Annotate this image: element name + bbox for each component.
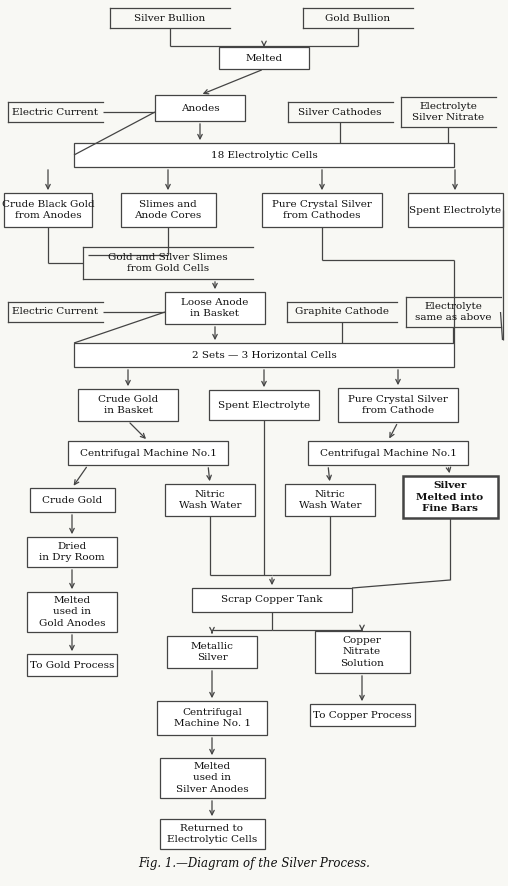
- Bar: [209, 390, 319, 420]
- Text: Gold and Silver Slimes
from Gold Cells: Gold and Silver Slimes from Gold Cells: [108, 253, 228, 273]
- Text: To Copper Process: To Copper Process: [313, 711, 411, 719]
- Bar: [27, 654, 117, 676]
- Bar: [160, 819, 265, 849]
- Bar: [167, 636, 257, 668]
- Text: Spent Electrolyte: Spent Electrolyte: [409, 206, 501, 214]
- Text: Electric Current: Electric Current: [12, 307, 98, 316]
- Text: Crude Gold: Crude Gold: [42, 495, 102, 504]
- Bar: [165, 484, 255, 516]
- Bar: [160, 758, 265, 798]
- Bar: [219, 47, 309, 69]
- Bar: [78, 389, 178, 421]
- Bar: [338, 388, 458, 422]
- Bar: [157, 701, 267, 735]
- Text: Crude Gold
in Basket: Crude Gold in Basket: [98, 395, 158, 415]
- Text: Returned to
Electrolytic Cells: Returned to Electrolytic Cells: [167, 824, 257, 844]
- Bar: [262, 193, 382, 227]
- Text: 2 Sets — 3 Horizontal Cells: 2 Sets — 3 Horizontal Cells: [192, 351, 336, 360]
- Text: Silver
Melted into
Fine Bars: Silver Melted into Fine Bars: [417, 481, 484, 513]
- Text: Melted
used in
Gold Anodes: Melted used in Gold Anodes: [39, 596, 105, 627]
- Text: Crude Black Gold
from Anodes: Crude Black Gold from Anodes: [2, 200, 94, 220]
- Text: 18 Electrolytic Cells: 18 Electrolytic Cells: [211, 151, 318, 159]
- Text: Silver Bullion: Silver Bullion: [135, 13, 206, 22]
- Text: Electrolyte
Silver Nitrate: Electrolyte Silver Nitrate: [412, 102, 484, 122]
- Text: Electric Current: Electric Current: [12, 107, 98, 116]
- Bar: [285, 484, 375, 516]
- Text: Pure Crystal Silver
from Cathodes: Pure Crystal Silver from Cathodes: [272, 200, 372, 220]
- Text: Scrap Copper Tank: Scrap Copper Tank: [221, 595, 323, 604]
- Text: To Gold Process: To Gold Process: [30, 660, 114, 670]
- Text: Metallic
Silver: Metallic Silver: [190, 642, 234, 662]
- Bar: [68, 441, 228, 465]
- Bar: [192, 588, 352, 612]
- Bar: [309, 704, 415, 726]
- Bar: [402, 476, 497, 518]
- Bar: [308, 441, 468, 465]
- Text: Centrifugal
Machine No. 1: Centrifugal Machine No. 1: [174, 708, 250, 728]
- Text: Melted
used in
Silver Anodes: Melted used in Silver Anodes: [176, 762, 248, 794]
- Bar: [74, 343, 454, 367]
- Text: Gold Bullion: Gold Bullion: [326, 13, 391, 22]
- Text: Dried
in Dry Room: Dried in Dry Room: [39, 542, 105, 562]
- Text: Fig. 1.—Diagram of the Silver Process.: Fig. 1.—Diagram of the Silver Process.: [138, 858, 370, 871]
- Bar: [27, 592, 117, 632]
- Text: Spent Electrolyte: Spent Electrolyte: [218, 400, 310, 409]
- Text: Copper
Nitrate
Solution: Copper Nitrate Solution: [340, 636, 384, 667]
- Text: Nitric
Wash Water: Nitric Wash Water: [179, 490, 241, 510]
- Text: Electrolyte
same as above: Electrolyte same as above: [415, 302, 491, 322]
- Text: Pure Crystal Silver
from Cathode: Pure Crystal Silver from Cathode: [348, 395, 448, 415]
- Text: Melted: Melted: [245, 53, 282, 63]
- Text: Centrifugal Machine No.1: Centrifugal Machine No.1: [80, 448, 216, 457]
- Bar: [120, 193, 215, 227]
- Text: Slimes and
Anode Cores: Slimes and Anode Cores: [135, 200, 202, 220]
- Text: Graphite Cathode: Graphite Cathode: [295, 307, 389, 316]
- Text: Silver Cathodes: Silver Cathodes: [298, 107, 382, 116]
- Bar: [4, 193, 92, 227]
- Bar: [29, 488, 114, 512]
- Bar: [165, 292, 265, 324]
- Text: Loose Anode
in Basket: Loose Anode in Basket: [181, 298, 249, 318]
- Bar: [74, 143, 454, 167]
- Text: Centrifugal Machine No.1: Centrifugal Machine No.1: [320, 448, 456, 457]
- Bar: [407, 193, 502, 227]
- Text: Nitric
Wash Water: Nitric Wash Water: [299, 490, 361, 510]
- Bar: [155, 95, 245, 121]
- Bar: [314, 631, 409, 673]
- Bar: [27, 537, 117, 567]
- Text: Anodes: Anodes: [181, 104, 219, 113]
